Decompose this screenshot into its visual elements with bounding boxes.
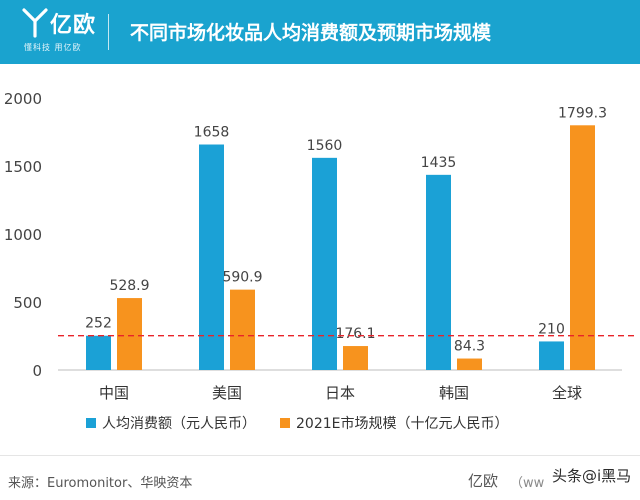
bar-series-2 [343,346,368,370]
bar-series-1 [86,335,111,370]
bar-series-2 [457,358,482,370]
y-tick-label: 0 [32,362,42,380]
y-tick-label: 2000 [4,90,42,108]
x-tick-label: 美国 [212,384,242,402]
logo-name: 亿欧 [50,13,97,38]
data-label: 176.1 [335,326,375,342]
bar-series-1 [199,144,224,370]
y-tick-label: 500 [13,294,42,312]
bar-series-2 [570,125,595,370]
legend-swatch [86,418,96,428]
watermark: 头条@i黑马 [548,464,636,487]
data-label: 1658 [194,125,230,141]
data-labels: 252 1658 1560 1435 210 528.9 590.9 176.1 84.3 179… [85,105,607,354]
bar-series-2 [230,289,255,370]
page-title: 不同市场化妆品人均消费额及预期市场规模 [130,22,492,44]
data-label: 252 [85,316,112,332]
bar-series-2 [117,298,142,370]
header-bar: 亿欧 懂科技 用亿欧 不同市场化妆品人均消费额及预期市场规模 [0,0,640,64]
y-tick-label: 1000 [4,226,42,244]
x-tick-label: 中国 [99,384,129,402]
data-label: 528.9 [109,278,149,294]
header-divider [108,14,109,50]
y-tick-label: 1500 [4,158,42,176]
data-label: 84.3 [454,339,485,355]
footer-brand: 亿欧 [468,472,499,490]
data-label: 1435 [421,155,457,171]
footer-url: （ww [510,476,545,491]
logo-tagline: 懂科技 用亿欧 [24,43,82,52]
source-note: 来源：Euromonitor、华映资本 [8,476,193,491]
x-tick-label: 韩国 [439,384,469,402]
yiou-logo-icon [22,8,48,38]
data-label: 1799.3 [558,105,607,121]
y-axis: 0 500 1000 1500 2000 [4,90,42,380]
x-tick-label: 日本 [325,384,355,402]
bar-group [86,125,595,370]
bar-chart: 0 500 1000 1500 2000 252 1658 1560 1435 210 528.9… [4,90,636,432]
bar-series-1 [312,157,337,370]
x-axis: 中国 美国 日本 韩国 全球 [99,384,582,402]
legend-label: 2021E市场规模（十亿元人民币） [296,415,508,432]
bar-series-1 [426,174,451,370]
legend: 人均消费额（元人民币） 2021E市场规模（十亿元人民币） [86,415,508,432]
data-label: 210 [538,321,565,337]
legend-label: 人均消费额（元人民币） [102,416,256,432]
legend-swatch [280,418,290,428]
x-tick-label: 全球 [552,384,582,402]
footer-divider [0,455,640,456]
bar-series-1 [539,341,564,370]
data-label: 1560 [307,138,343,154]
data-label: 590.9 [222,270,262,286]
